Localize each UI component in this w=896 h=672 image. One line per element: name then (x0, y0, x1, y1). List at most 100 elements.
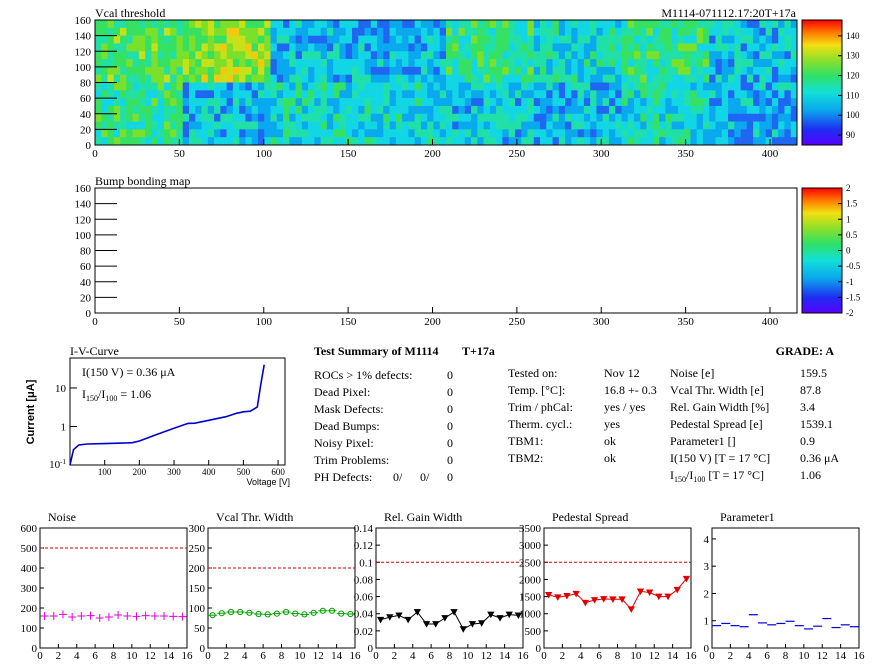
bump-y-tick-label: 120 (75, 214, 92, 226)
heatmap-cell (295, 90, 303, 99)
heatmap-cell (590, 90, 597, 99)
heatmap-cell (364, 35, 372, 44)
heatmap-cell (615, 82, 622, 91)
heatmap-cell (345, 20, 353, 29)
heatmap-cell (778, 35, 785, 44)
heatmap-cell (489, 82, 497, 91)
data-point (450, 609, 458, 616)
heatmap-cell (113, 82, 121, 91)
data-point (554, 594, 562, 601)
heatmap-cell (339, 20, 347, 29)
heatmap-cell (95, 113, 102, 122)
heatmap-cell (389, 59, 397, 68)
heatmap-cell (677, 59, 685, 68)
heatmap-cell (721, 74, 729, 83)
heatmap-cell (439, 59, 447, 68)
heatmap-cell (627, 66, 635, 75)
heatmap-cell (176, 90, 184, 99)
heatmap-cell (583, 121, 591, 130)
roc-plot-y-tick-label: 300 (21, 583, 38, 595)
heatmap-cell (634, 137, 641, 146)
heatmap-cell (696, 113, 704, 122)
heatmap-cell (383, 51, 390, 60)
heatmap-cell (182, 59, 190, 68)
heatmap-cell (759, 74, 766, 83)
heatmap-cell (239, 129, 246, 138)
heatmap-cell (239, 59, 246, 68)
heatmap-cell (383, 27, 390, 36)
iv-x-tick-label: 600 (271, 467, 285, 477)
heatmap-cell (634, 35, 641, 44)
heatmap-cell (257, 35, 265, 44)
heatmap-cell (464, 35, 472, 44)
bump-palette-tick-label: -2 (846, 308, 854, 318)
roc-plot-x-tick-label: 12 (313, 650, 324, 662)
heatmap-cell (778, 98, 785, 107)
heatmap-cell (251, 66, 259, 75)
heatmap-cell (640, 82, 647, 91)
heatmap-cell (232, 98, 240, 107)
iv-x-tick-label: 300 (167, 467, 181, 477)
heatmap-cell (232, 59, 240, 68)
heatmap-cell (427, 113, 434, 122)
heatmap-cell (276, 35, 284, 44)
heatmap-cell (176, 51, 184, 60)
heatmap-cell (552, 129, 560, 138)
heatmap-cell (540, 20, 547, 29)
heatmap-cell (264, 82, 271, 91)
heatmap-cell (113, 35, 121, 44)
heatmap-cell (540, 121, 547, 130)
roc-plot-y-tick-label: 3500 (519, 523, 542, 535)
heatmap-cell (784, 105, 792, 115)
heatmap-cell (433, 20, 441, 29)
heatmap-cell (621, 43, 629, 52)
heatmap-cell (608, 90, 616, 99)
heatmap-cell (634, 59, 641, 68)
heatmap-cell (514, 98, 522, 107)
heatmap-cell (95, 35, 102, 44)
heatmap-cell (596, 51, 603, 60)
heatmap-cell (120, 66, 127, 75)
heatmap-cell (496, 74, 503, 83)
heatmap-cell (320, 98, 328, 107)
heatmap-cell (452, 129, 459, 138)
data-point (581, 599, 589, 607)
heatmap-cell (577, 35, 585, 44)
heatmap-cell (113, 121, 121, 130)
heatmap-cell (126, 74, 133, 83)
heatmap-cell (565, 59, 572, 68)
heatmap-cell (583, 82, 591, 91)
heatmap-cell (696, 90, 704, 99)
heatmap-cell (778, 105, 785, 115)
heatmap-cell (320, 51, 328, 60)
heatmap-cell (527, 20, 535, 29)
heatmap-cell (464, 27, 472, 36)
heatmap-cell (132, 113, 140, 122)
heatmap-cell (351, 74, 359, 83)
heatmap-cell (201, 35, 209, 44)
heatmap-cell (696, 74, 704, 83)
heatmap-cell (226, 113, 234, 122)
heatmap-cell (665, 35, 672, 44)
heatmap-cell (746, 59, 754, 68)
heatmap-cell (665, 113, 672, 122)
heatmap-cell (577, 27, 585, 36)
heatmap-cell (571, 113, 578, 122)
heatmap-cell (270, 51, 278, 60)
heatmap-cell (577, 74, 585, 83)
roc-plot-y-tick-label: 600 (21, 523, 38, 535)
heatmap-cell (295, 98, 303, 107)
heatmap-cell (320, 121, 328, 130)
heatmap-cell (351, 129, 359, 138)
heatmap-cell (414, 82, 422, 91)
roc-plot-y-tick-label: 0.12 (354, 540, 373, 552)
heatmap-cell (226, 90, 234, 99)
heatmap-cell (521, 105, 528, 115)
heatmap-cell (583, 66, 591, 75)
condition-row-label: Therm. cycl.: (508, 417, 572, 431)
heatmap-cell (95, 43, 102, 52)
heatmap-cell (257, 82, 265, 91)
heatmap-cell (301, 98, 309, 107)
condition-row-label: Tested on: (508, 366, 557, 380)
